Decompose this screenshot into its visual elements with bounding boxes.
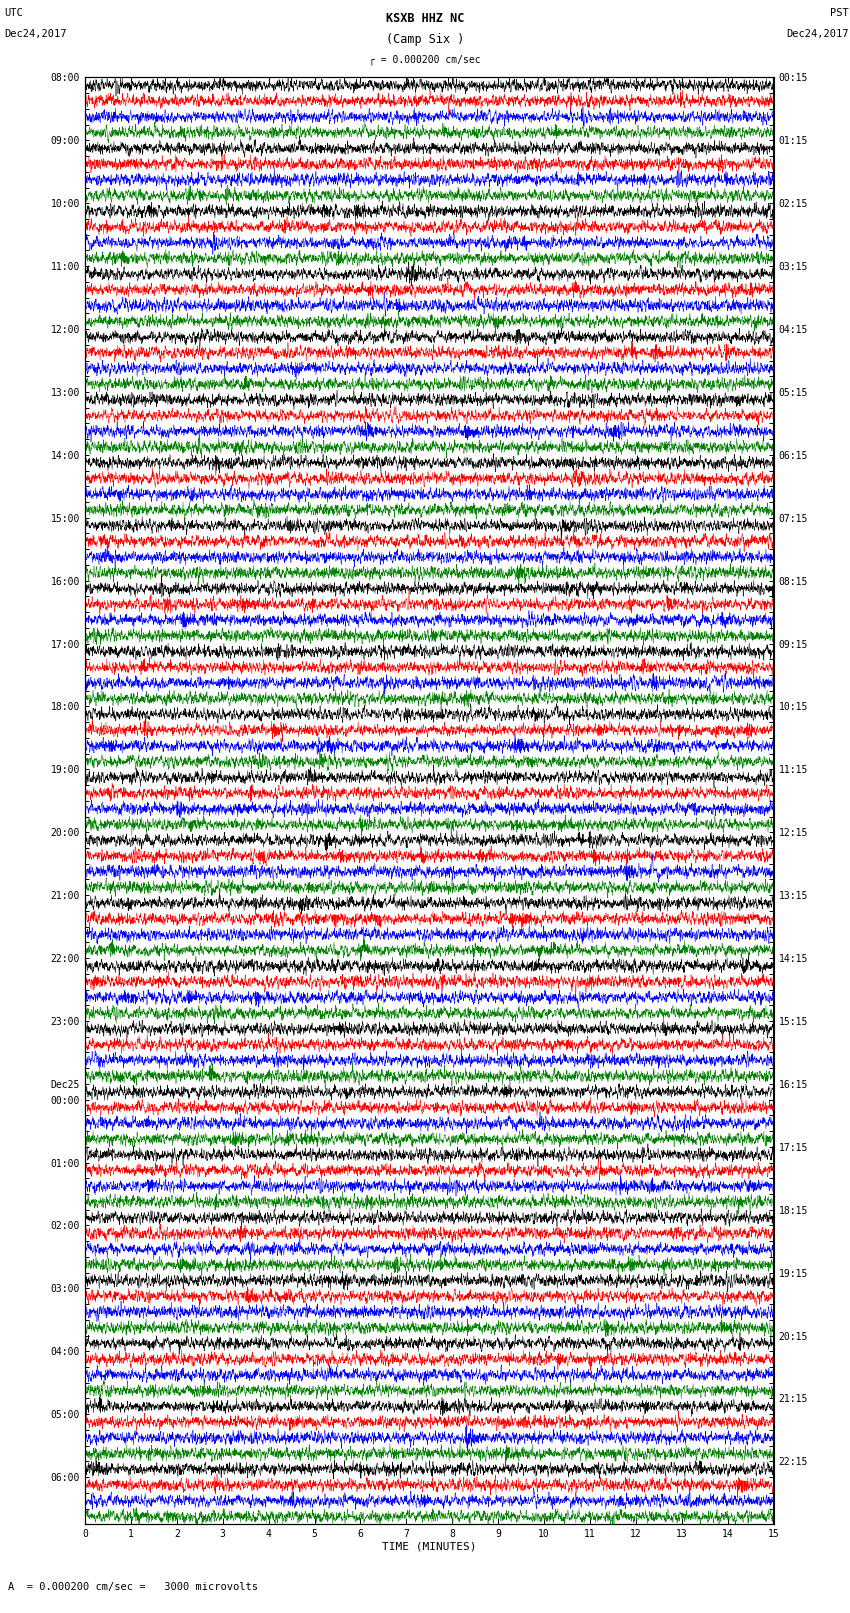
Text: KSXB HHZ NC: KSXB HHZ NC: [386, 11, 464, 24]
Text: Dec24,2017: Dec24,2017: [785, 29, 848, 39]
Text: UTC: UTC: [4, 8, 23, 18]
X-axis label: TIME (MINUTES): TIME (MINUTES): [382, 1542, 477, 1552]
Text: Dec24,2017: Dec24,2017: [4, 29, 67, 39]
Text: ┌ = 0.000200 cm/sec: ┌ = 0.000200 cm/sec: [369, 55, 481, 65]
Text: A  = 0.000200 cm/sec =   3000 microvolts: A = 0.000200 cm/sec = 3000 microvolts: [8, 1582, 258, 1592]
Text: PST: PST: [830, 8, 848, 18]
Text: (Camp Six ): (Camp Six ): [386, 32, 464, 45]
